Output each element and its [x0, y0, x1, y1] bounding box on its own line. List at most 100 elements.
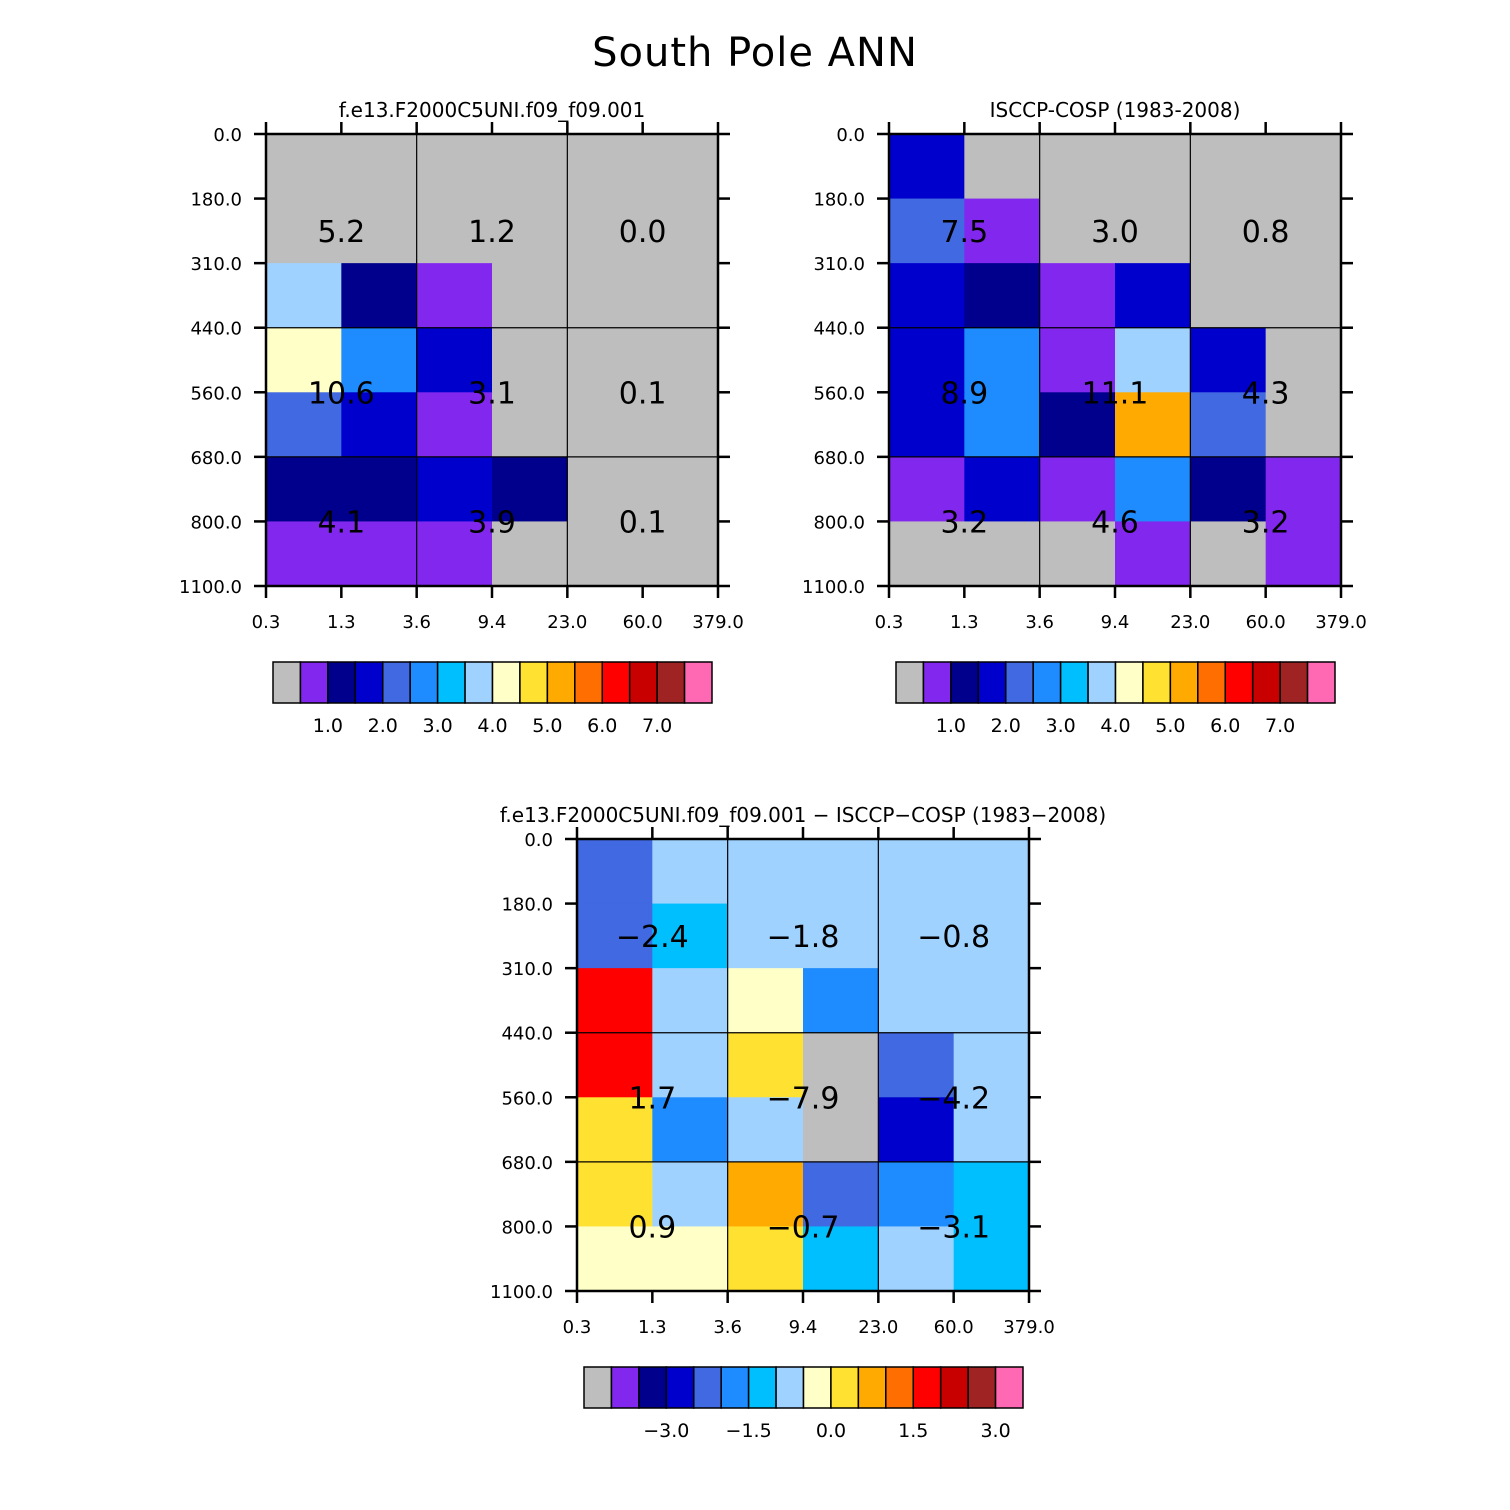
box-value-label: 3.1: [468, 376, 516, 411]
heatmap-cell: [416, 521, 493, 587]
x-tick-label: 3.6: [713, 1317, 742, 1338]
colorbar-swatch: [830, 1366, 860, 1409]
heatmap-cell: [492, 134, 568, 200]
heatmap-cell: [803, 1161, 879, 1228]
colorbar-label: −1.5: [726, 1420, 772, 1442]
heatmap-cell: [1190, 263, 1267, 329]
colorbar-swatch: [720, 1366, 750, 1409]
colorbar-swatch: [354, 661, 384, 704]
heatmap-cell: [652, 1161, 729, 1228]
colorbar-label: 5.0: [1155, 715, 1185, 737]
heatmap-cell: [652, 968, 729, 1034]
y-tick-label: 180.0: [190, 190, 242, 211]
heatmap-cell: [1039, 392, 1116, 458]
heatmap-cells: [577, 839, 1030, 1292]
colorbar-swatch: [464, 661, 494, 704]
figure-title: South Pole ANN: [592, 30, 918, 76]
colorbar-label: 2.0: [991, 715, 1021, 737]
heatmap-cell: [1039, 521, 1116, 587]
heatmap-cell: [341, 456, 418, 523]
colorbar-swatch: [1197, 661, 1226, 704]
colorbar-swatch: [519, 661, 549, 704]
heatmap-cell: [803, 1097, 879, 1163]
heatmap-cell: [727, 1032, 804, 1098]
x-tick-label: 3.6: [1025, 612, 1054, 633]
panel-title: f.e13.F2000C5UNI.f09_f09.001 − ISCCP−COS…: [500, 803, 1106, 827]
box-value-label: 5.2: [317, 215, 365, 250]
y-tick-label: 0.0: [213, 125, 242, 146]
y-tick-label: 310.0: [813, 254, 865, 275]
y-tick-label: 800.0: [501, 1217, 553, 1238]
box-value-label: 7.5: [940, 215, 988, 250]
heatmap-cell: [1039, 456, 1116, 523]
heatmap-cells: [889, 134, 1342, 587]
heatmap-cell: [341, 521, 418, 587]
colorbar-label: 6.0: [587, 715, 617, 737]
x-tick-label: 9.4: [789, 1317, 818, 1338]
colorbar-swatch: [491, 661, 521, 704]
heatmap-cell: [964, 134, 1041, 200]
heatmap-cell: [727, 1161, 804, 1228]
colorbar-swatch: [775, 1366, 805, 1409]
y-tick-label: 310.0: [501, 959, 553, 980]
heatmap-cell: [1115, 456, 1191, 523]
colorbar-label: 6.0: [1210, 715, 1240, 737]
heatmap-cell: [577, 1226, 653, 1292]
heatmap-cell: [341, 392, 418, 458]
heatmap-cell: [577, 839, 653, 905]
heatmap-cell: [492, 263, 568, 329]
heatmap-cell: [1190, 134, 1267, 200]
heatmap-cell: [492, 198, 568, 264]
colorbar-swatch: [802, 1366, 832, 1409]
heatmap-cell: [416, 456, 493, 523]
heatmap-cell: [652, 1226, 729, 1292]
box-value-label: 3.9: [468, 505, 516, 540]
heatmap-cell: [727, 968, 804, 1034]
colorbar-swatch: [546, 661, 576, 704]
heatmap-cell: [492, 521, 568, 587]
heatmap-cell: [878, 1226, 955, 1292]
box-value-label: −4.2: [917, 1081, 990, 1116]
colorbar-swatch: [1279, 661, 1309, 704]
colorbar-label: 3.0: [980, 1420, 1010, 1442]
colorbar-swatch: [693, 1366, 722, 1409]
y-tick-label: 560.0: [501, 1088, 553, 1109]
colorbar-swatch: [628, 661, 658, 704]
heatmap-cell: [964, 263, 1041, 329]
heatmap-cell: [416, 263, 493, 329]
heatmap-cell: [889, 456, 965, 523]
heatmap-cell: [416, 327, 493, 393]
box-value-label: −7.9: [767, 1081, 840, 1116]
heatmap-cell: [1190, 198, 1267, 264]
heatmap-cell: [567, 263, 644, 329]
heatmap-cell: [1039, 134, 1116, 200]
box-value-label: 0.1: [619, 505, 667, 540]
heatmap-cell: [1115, 392, 1191, 458]
colorbar-swatch: [1169, 661, 1199, 704]
colorbar-swatch: [1306, 661, 1336, 704]
heatmap-panel-3: f.e13.F2000C5UNI.f09_f09.001 − ISCCP−COS…: [490, 803, 1106, 1442]
colorbar: 1.0 2.0 3.0 4.0 5.0 6.0 7.0: [895, 661, 1336, 737]
x-tick-label: 60.0: [623, 612, 663, 633]
colorbar: 1.0 2.0 3.0 4.0 5.0 6.0 7.0: [272, 661, 713, 737]
heatmap-cell: [416, 134, 493, 200]
colorbar-swatch: [299, 661, 329, 704]
colorbar-swatch: [574, 661, 603, 704]
heatmap-cell: [1039, 327, 1116, 393]
heatmap-cell: [652, 1032, 729, 1098]
x-tick-label: 0.3: [875, 612, 904, 633]
colorbar-swatch: [977, 661, 1007, 704]
heatmap-cell: [577, 1032, 653, 1098]
heatmap-cell: [878, 839, 955, 905]
heatmap-cell: [567, 521, 644, 587]
heatmap-cell: [803, 839, 879, 905]
colorbar-label: 5.0: [532, 715, 562, 737]
colorbar-swatch: [950, 661, 980, 704]
heatmap-cell: [1265, 392, 1342, 458]
heatmap-cell: [567, 134, 644, 200]
heatmap-cell: [492, 456, 568, 523]
colorbar-swatch: [912, 1366, 942, 1409]
heatmap-cell: [266, 456, 342, 523]
heatmap-cell: [727, 839, 804, 905]
